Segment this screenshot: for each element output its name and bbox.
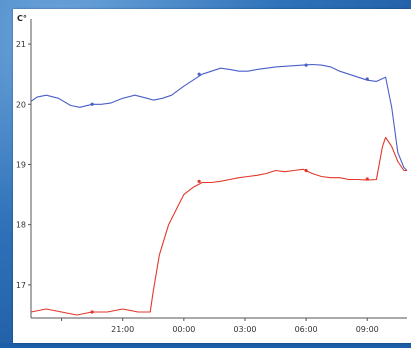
x-tick-label: 03:00 (233, 325, 256, 334)
series-2 (30, 136, 407, 316)
y-tick-label: 21 (16, 40, 26, 49)
y-tick-label: 17 (16, 281, 26, 290)
temperature-chart: 17 18 19 20 21 21:00 00:00 03:00 06:00 09:00 C° (16, 14, 408, 334)
chart-panel: 17 18 19 20 21 21:00 00:00 03:00 06:00 09:00 C° (13, 9, 411, 343)
data-point-marker (90, 102, 94, 106)
x-tick-label: 09:00 (356, 325, 379, 334)
unit-label: C° (17, 14, 27, 23)
x-tick-label: 21:00 (111, 325, 134, 334)
data-point-marker (365, 177, 369, 181)
data-point-marker (197, 72, 201, 76)
y-tick-label: 19 (16, 160, 26, 169)
series-line (30, 136, 407, 316)
data-point-marker (365, 77, 369, 81)
series-1 (30, 63, 408, 171)
data-point-marker (197, 179, 201, 183)
data-point-marker (90, 310, 94, 314)
y-tick-label: 18 (16, 221, 26, 230)
series-layer (30, 63, 408, 316)
x-tick-label: 06:00 (295, 325, 318, 334)
y-tick-label: 20 (16, 100, 26, 109)
data-point-marker (304, 63, 308, 67)
axes: 17 18 19 20 21 21:00 00:00 03:00 06:00 09:00 (16, 19, 407, 334)
x-tick-label: 00:00 (172, 325, 195, 334)
data-point-marker (304, 168, 308, 173)
series-line (30, 63, 408, 171)
